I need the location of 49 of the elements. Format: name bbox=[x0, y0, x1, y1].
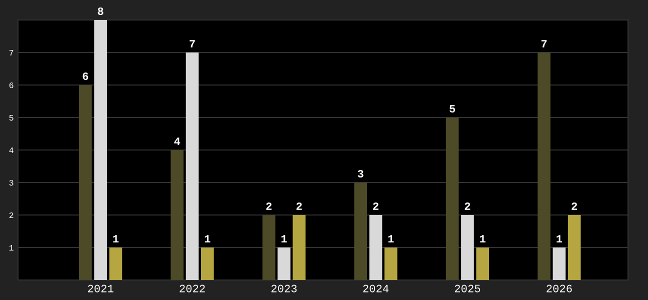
bar bbox=[109, 248, 122, 280]
data-label: 2 bbox=[296, 202, 302, 210]
y-tick-label: 1 bbox=[9, 245, 14, 251]
x-tick-label: 2024 bbox=[363, 284, 389, 292]
data-label: 1 bbox=[556, 235, 562, 242]
data-label: 2 bbox=[572, 202, 578, 210]
data-label: 2 bbox=[464, 202, 470, 210]
bar bbox=[170, 150, 184, 280]
data-label: 1 bbox=[281, 235, 287, 242]
y-tick-label: 5 bbox=[9, 115, 14, 121]
data-label: 1 bbox=[204, 235, 210, 242]
x-tick-label: 2021 bbox=[88, 284, 114, 292]
bar bbox=[461, 215, 474, 280]
bar bbox=[369, 215, 382, 280]
y-tick-label: 7 bbox=[9, 50, 14, 56]
data-label: 1 bbox=[113, 235, 119, 242]
data-label: 3 bbox=[358, 170, 364, 178]
bar bbox=[354, 182, 368, 280]
bar bbox=[552, 248, 566, 280]
x-tick-label: 2023 bbox=[271, 284, 297, 292]
x-tick-label: 2022 bbox=[180, 284, 205, 292]
x-tick-label: 2026 bbox=[546, 284, 572, 292]
data-label: 4 bbox=[174, 138, 180, 145]
y-tick-label: 4 bbox=[9, 148, 14, 154]
bar bbox=[262, 215, 276, 280]
bar bbox=[186, 52, 199, 280]
data-label: 5 bbox=[450, 105, 456, 113]
bar bbox=[476, 248, 490, 280]
bar bbox=[446, 118, 459, 280]
y-tick-label: 6 bbox=[9, 82, 14, 88]
data-label: 1 bbox=[480, 235, 486, 242]
data-label: 8 bbox=[98, 7, 104, 16]
data-label: 7 bbox=[541, 40, 547, 48]
bar bbox=[201, 248, 214, 280]
bar bbox=[278, 248, 290, 280]
bar bbox=[94, 20, 107, 280]
x-tick-label: 2025 bbox=[454, 284, 480, 292]
bar bbox=[79, 85, 92, 280]
bar bbox=[568, 215, 581, 280]
data-label: 7 bbox=[190, 40, 195, 48]
data-label: 2 bbox=[266, 202, 272, 210]
y-tick-label: 2 bbox=[9, 212, 14, 218]
data-label: 1 bbox=[388, 235, 394, 242]
bar bbox=[384, 248, 398, 280]
y-tick-label: 3 bbox=[9, 180, 14, 186]
bar bbox=[292, 215, 306, 280]
data-label: 2 bbox=[373, 202, 378, 210]
data-label: 6 bbox=[82, 72, 88, 80]
bar bbox=[538, 52, 550, 280]
